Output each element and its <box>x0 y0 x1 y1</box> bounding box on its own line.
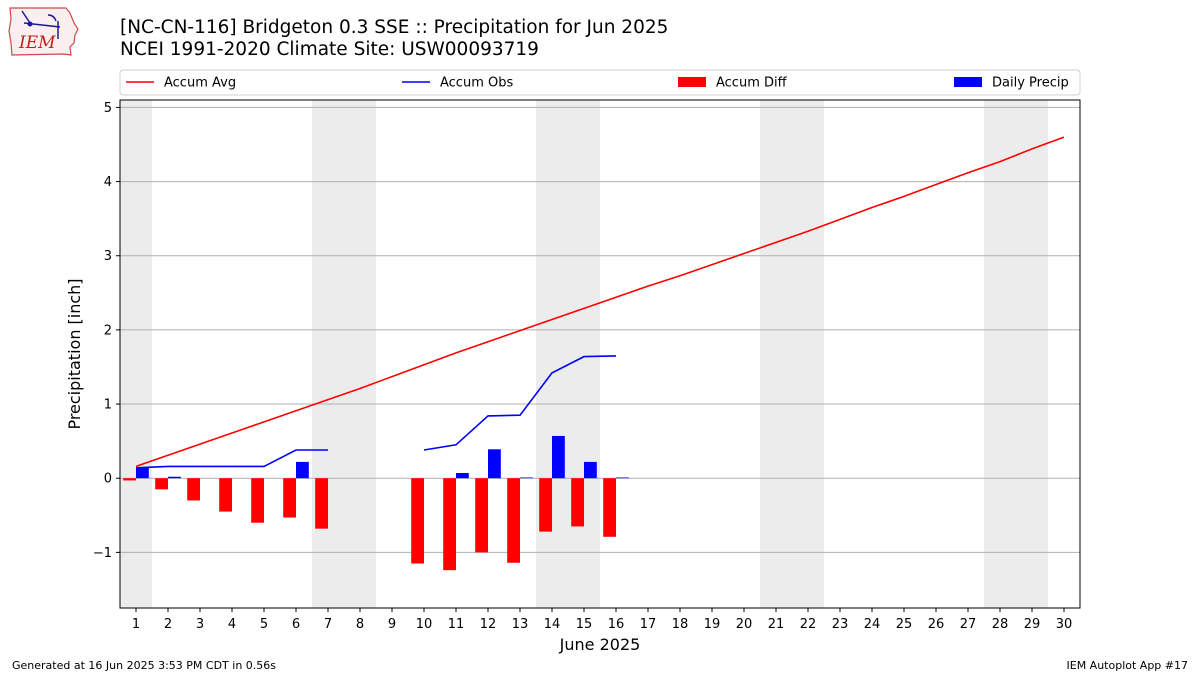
y-tick-label: 3 <box>104 249 112 264</box>
daily-precip-bar <box>136 467 149 479</box>
x-tick-label: 13 <box>512 617 529 632</box>
x-tick-label: 27 <box>960 617 977 632</box>
daily-precip-bar <box>520 477 533 479</box>
weekend-shade <box>536 100 600 608</box>
x-tick-label: 14 <box>544 617 561 632</box>
plot-frame <box>119 99 1081 609</box>
logo-text: IEM <box>18 33 56 53</box>
x-tick-label: 18 <box>672 617 689 632</box>
weekend-shade <box>312 100 376 608</box>
x-tick-label: 23 <box>832 617 849 632</box>
y-tick-label: 2 <box>104 323 112 338</box>
weather-station-icon <box>21 10 61 39</box>
accum-diff-bar <box>603 478 616 537</box>
accum-diff-bar <box>283 478 296 518</box>
x-tick-label: 19 <box>704 617 721 632</box>
y-axis-label: Precipitation [inch] <box>65 278 84 429</box>
daily-precip-bar <box>456 473 469 479</box>
daily-precip-bar <box>168 476 181 479</box>
iowa-state-outline <box>8 7 79 56</box>
accum-diff-bar <box>187 478 200 501</box>
x-tick-label: 4 <box>228 617 236 632</box>
x-tick-label: 20 <box>736 617 753 632</box>
iem-logo: IEM <box>8 7 79 56</box>
chart-subtitle: NCEI 1991-2020 Climate Site: USW00093719 <box>120 39 539 60</box>
x-tick-label: 15 <box>576 617 593 632</box>
x-tick-label: 2 <box>164 617 172 632</box>
x-tick-label: 8 <box>356 617 364 632</box>
x-tick-label: 29 <box>1024 617 1041 632</box>
y-tick-label: 4 <box>104 175 112 190</box>
x-tick-label: 11 <box>448 617 465 632</box>
legend-label: Accum Diff <box>716 76 788 91</box>
legend-label: Accum Obs <box>440 76 513 91</box>
accum-diff-bar <box>539 478 552 532</box>
accum-diff-bar <box>155 478 168 490</box>
x-tick-label: 16 <box>608 617 625 632</box>
legend-box <box>119 69 1081 96</box>
x-tick-label: 21 <box>768 617 785 632</box>
x-tick-label: 25 <box>896 617 913 632</box>
accum-diff-bar <box>251 478 264 523</box>
x-tick-label: 10 <box>416 617 433 632</box>
accum-diff-bar <box>475 478 488 553</box>
x-tick-label: 7 <box>324 617 332 632</box>
daily-precip-bar <box>296 461 309 479</box>
accum-obs-line <box>135 449 328 469</box>
x-tick-label: 26 <box>928 617 945 632</box>
accum-diff-bar <box>315 478 328 529</box>
weekend-shade <box>760 100 824 608</box>
y-tick-label: 0 <box>104 472 112 487</box>
legend-swatch <box>954 77 982 87</box>
legend-swatch <box>678 77 706 87</box>
generated-timestamp: Generated at 16 Jun 2025 3:53 PM CDT in … <box>12 659 277 672</box>
daily-precip-bar <box>488 449 501 479</box>
x-tick-label: 28 <box>992 617 1009 632</box>
x-tick-label: 30 <box>1056 617 1073 632</box>
x-tick-label: 5 <box>260 617 268 632</box>
x-tick-label: 22 <box>800 617 817 632</box>
accum-diff-bar <box>507 478 520 563</box>
y-tick-label: 5 <box>104 101 112 116</box>
chart-title: [NC-CN-116] Bridgeton 0.3 SSE :: Precipi… <box>120 17 669 38</box>
y-tick-label: −1 <box>93 546 112 561</box>
daily-precip-bar <box>552 435 565 479</box>
x-tick-label: 24 <box>864 617 881 632</box>
accum-diff-bar <box>123 478 136 481</box>
x-tick-label: 17 <box>640 617 657 632</box>
weekend-shade <box>984 100 1048 608</box>
x-tick-label: 6 <box>292 617 300 632</box>
accum-diff-bar <box>571 478 584 527</box>
legend-label: Daily Precip <box>992 76 1069 91</box>
x-tick-label: 3 <box>196 617 204 632</box>
daily-precip-bar <box>584 461 597 479</box>
accum-avg-line <box>135 136 1065 468</box>
x-tick-label: 1 <box>132 617 140 632</box>
daily-precip-bar <box>616 477 629 479</box>
legend-label: Accum Avg <box>164 76 236 91</box>
x-tick-label: 9 <box>388 617 396 632</box>
accum-diff-bar <box>219 478 232 512</box>
accum-diff-bar <box>411 478 424 564</box>
x-tick-label: 12 <box>480 617 497 632</box>
y-tick-label: 1 <box>104 398 112 413</box>
accum-obs-line <box>423 355 617 451</box>
app-label: IEM Autoplot App #17 <box>1066 659 1189 672</box>
weekend-shade <box>120 100 152 608</box>
x-axis-label: June 2025 <box>559 635 641 654</box>
accum-diff-bar <box>443 478 456 571</box>
